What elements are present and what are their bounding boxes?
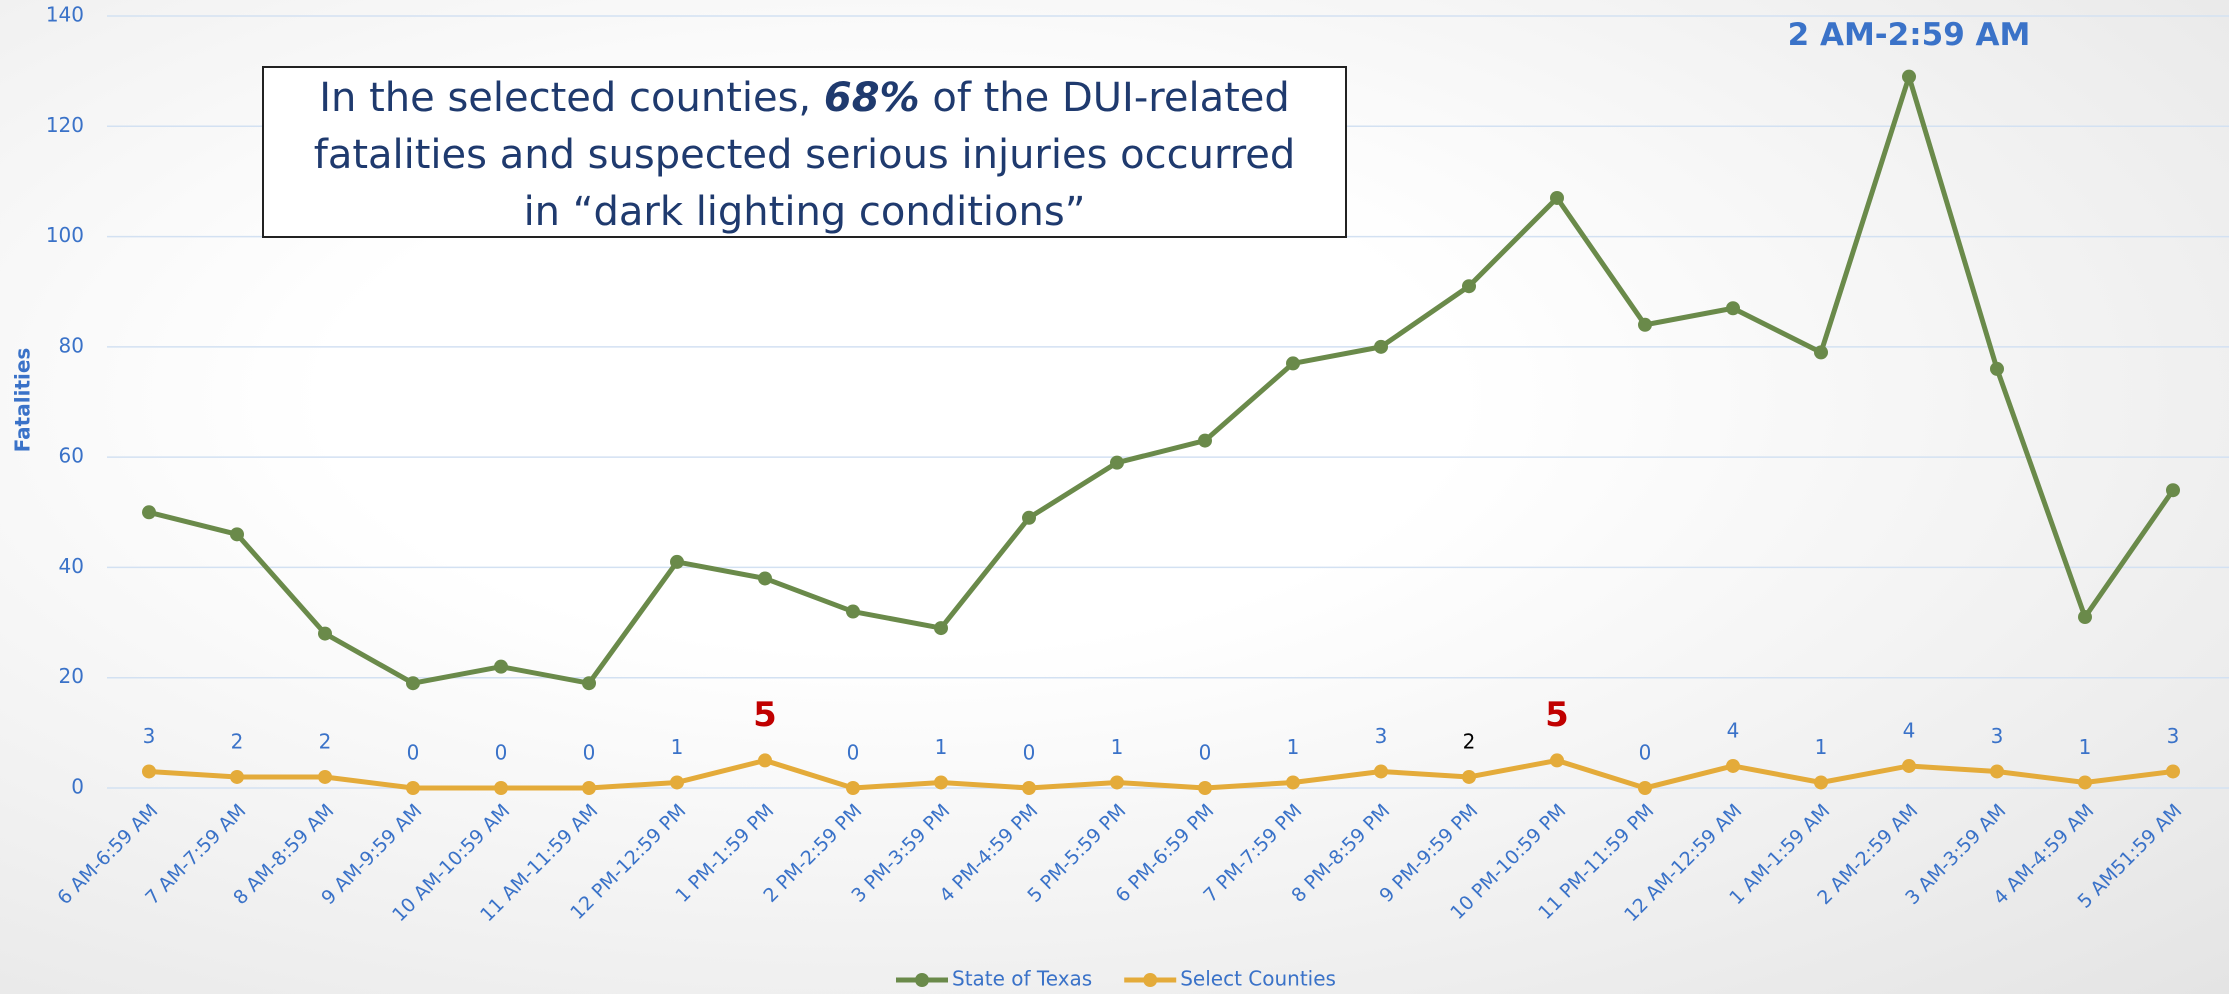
data-label: 2 [231,729,244,753]
data-point [1022,510,1036,525]
data-label: 0 [1639,741,1652,765]
y-tick-label: 60 [59,444,84,468]
annotation-text: of the DUI-related fatalities and suspec… [313,75,1296,235]
data-point [142,505,156,520]
data-label: 3 [1375,724,1388,748]
data-point [1198,433,1212,448]
data-label: 1 [1815,735,1828,759]
data-label: 5 [1545,695,1569,735]
y-tick-label: 80 [59,333,84,357]
data-point [1462,769,1476,784]
y-tick-label: 120 [46,113,84,137]
data-point [846,604,860,619]
y-tick-label: 100 [46,223,84,247]
series-line [148,74,2176,686]
data-point [1814,775,1828,790]
data-point [1990,361,2004,376]
y-tick-label: 20 [59,664,84,688]
data-point [1198,781,1212,795]
data-label: 1 [935,735,948,759]
data-point [582,781,596,795]
data-label: 2 [1463,729,1476,753]
data-label: 1 [1111,735,1124,759]
data-point [2166,483,2180,498]
data-point [1286,356,1300,371]
data-label: 3 [1991,724,2004,748]
data-point [1110,775,1124,790]
legend-label: State of Texas [952,967,1092,991]
data-label: 2 [319,729,332,753]
data-point [1990,764,2004,779]
data-point [1110,455,1124,470]
peak-label: 2 AM-2:59 AM [1788,17,2031,53]
data-point [1022,781,1036,795]
data-point [1638,781,1652,795]
data-point [1374,339,1388,354]
data-point [318,626,332,641]
data-label: 0 [495,741,508,765]
annotation-box: In the selected counties, 68% of the DUI… [262,66,1347,238]
data-point [934,621,948,636]
data-point [406,781,420,795]
data-label: 0 [1199,741,1212,765]
y-tick-label: 40 [59,554,84,578]
data-point [1550,190,1564,205]
data-point [1550,753,1564,768]
y-tick-label: 140 [46,3,84,27]
data-point [1726,301,1740,316]
data-point [670,775,684,790]
data-label: 1 [671,735,684,759]
data-label: 1 [2079,735,2092,759]
annotation-text: In the selected counties, [319,75,824,121]
data-point [1286,775,1300,790]
data-point [2078,775,2092,790]
data-label: 0 [847,741,860,765]
data-point [230,527,244,542]
data-point [758,571,772,586]
data-point [1638,317,1652,332]
data-label: 1 [1287,735,1300,759]
y-tick-label: 0 [71,775,84,799]
data-point [142,764,156,779]
data-point [2166,764,2180,779]
data-label: 5 [753,695,777,735]
data-point [846,781,860,795]
annotation-emphasis: 68% [823,75,920,121]
data-point [934,775,948,790]
data-label: 0 [1023,741,1036,765]
data-label: 0 [583,741,596,765]
data-point [406,676,420,691]
data-point [582,676,596,691]
legend-swatch [915,973,929,987]
data-label: 0 [407,741,420,765]
legend-label: Select Counties [1180,967,1336,991]
data-point [1902,69,1916,84]
data-point [1374,764,1388,779]
data-point [1814,345,1828,360]
data-point [230,769,244,784]
data-label: 3 [2167,724,2180,748]
data-point [2078,610,2092,625]
data-label: 3 [143,724,156,748]
legend-swatch [1143,973,1158,987]
data-point [758,753,772,768]
data-point [1462,279,1476,294]
data-label: 4 [1903,718,1916,742]
data-label: 4 [1727,718,1740,742]
data-point [318,769,332,784]
data-point [1726,758,1740,773]
y-axis-label: Fatalities [11,348,35,453]
data-point [494,659,508,674]
data-point [670,554,684,569]
data-point [494,781,508,795]
series-line [148,757,2174,791]
data-point [1902,758,1916,773]
